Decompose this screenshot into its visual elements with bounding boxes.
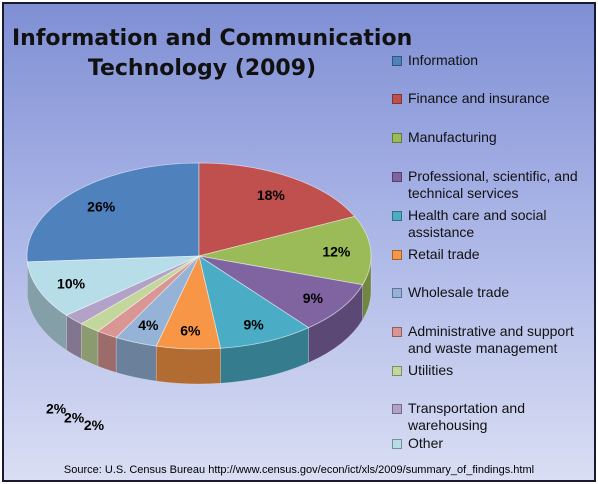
- legend-label: Manufacturing: [408, 129, 497, 145]
- legend-label: Health care and social assistance: [408, 207, 547, 240]
- pie-data-label-5: 6%: [180, 322, 201, 338]
- pie-slice-2: [198, 215, 372, 286]
- pie-data-label-7: 2%: [84, 417, 105, 433]
- legend-label: Wholesale trade: [408, 284, 510, 300]
- pie-chart: 26%18%12%9%9%6%4%2%2%2%10%: [26, 162, 372, 433]
- pie-slice-1: [198, 162, 356, 257]
- legend-label: Other: [408, 435, 444, 451]
- legend-label: Finance and insurance: [408, 90, 550, 106]
- pie-data-label-0: 26%: [87, 198, 116, 214]
- pie-slice-4: [198, 255, 310, 349]
- pie-data-label-6: 4%: [138, 317, 159, 333]
- pie-data-label-2: 12%: [322, 243, 351, 259]
- pie-data-label-10: 10%: [57, 275, 86, 291]
- legend-swatch: [392, 172, 402, 182]
- legend-swatch: [392, 211, 402, 221]
- pie-data-labels: 26%18%12%9%9%6%4%2%2%2%10%: [46, 187, 351, 433]
- legend-label: Utilities: [408, 362, 454, 378]
- pie-slice-side: [97, 330, 117, 373]
- legend-label: Professional, scientific, and technical …: [408, 168, 578, 201]
- legend-label: Transportation and warehousing: [408, 400, 525, 433]
- legend-label: Information: [408, 52, 479, 68]
- legend-swatch: [392, 56, 402, 66]
- legend-label: Administrative and support and waste man…: [408, 323, 574, 356]
- pie-slice-10: [26, 255, 200, 316]
- pie-slice-side: [155, 345, 221, 385]
- legend-swatch: [392, 366, 402, 376]
- legend-swatch: [392, 133, 402, 143]
- legend-swatch: [392, 439, 402, 449]
- pie-slice-0: [26, 162, 200, 263]
- pie-data-label-3: 9%: [303, 290, 324, 306]
- legend-swatch: [392, 327, 402, 337]
- pie-data-label-1: 18%: [257, 187, 286, 203]
- legend-swatch: [392, 404, 402, 414]
- pie-slice-3: [198, 255, 364, 329]
- chart-title-line-2: Technology (2009): [87, 56, 317, 81]
- legend-label: Retail trade: [408, 246, 480, 262]
- legend-swatch: [392, 94, 402, 104]
- pie-data-label-8: 2%: [64, 409, 85, 425]
- pie-data-label-9: 2%: [46, 401, 67, 417]
- source-note: Source: U.S. Census Bureau http://www.ce…: [63, 464, 535, 476]
- chart-title: Information and Communication Technology…: [12, 24, 413, 84]
- chart-title-line-1: Information and Communication: [12, 26, 413, 51]
- pie-slices: [26, 162, 372, 350]
- pie-data-label-4: 9%: [244, 316, 265, 332]
- legend-swatch: [392, 250, 402, 260]
- pie-side-walls: [27, 255, 372, 385]
- legend-swatch: [392, 288, 402, 298]
